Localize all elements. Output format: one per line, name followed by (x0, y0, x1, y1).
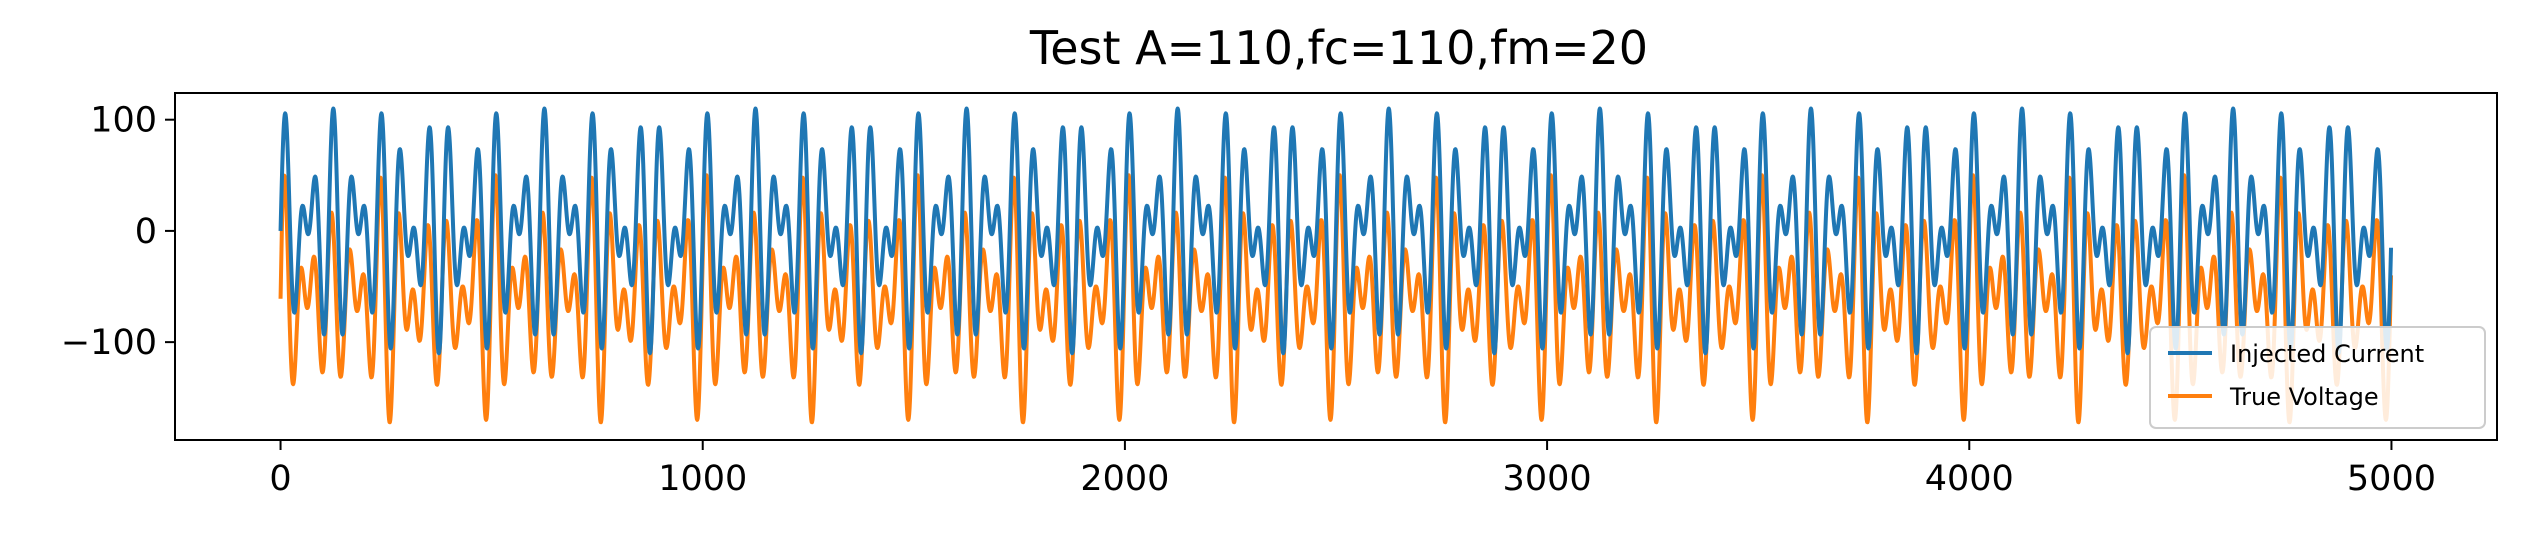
chart-title: Test A=110,fc=110,fm=20 (1029, 21, 1648, 75)
y-axis: 100 0 −100 (61, 101, 175, 363)
y-tick-label: 0 (135, 212, 157, 252)
legend-label-injected-current: Injected Current (2230, 340, 2424, 368)
plot-frame (174, 92, 2498, 441)
legend-label-true-voltage: True Voltage (2229, 383, 2379, 411)
x-tick-label: 1000 (658, 459, 747, 499)
legend-box (2149, 326, 2486, 429)
y-tick-label: 100 (90, 101, 157, 141)
legend: Injected Current True Voltage (2149, 326, 2486, 429)
x-tick-label: 3000 (1503, 459, 1592, 499)
x-tick-label: 0 (269, 459, 291, 499)
x-axis: 0 1000 2000 3000 4000 5000 (269, 440, 2436, 499)
series-layer (278, 106, 2394, 425)
x-tick-label: 2000 (1080, 459, 1169, 499)
y-tick-label: −100 (61, 323, 157, 363)
x-tick-label: 5000 (2347, 459, 2436, 499)
series-line-injected-current (278, 106, 2394, 356)
x-tick-label: 4000 (1925, 459, 2014, 499)
